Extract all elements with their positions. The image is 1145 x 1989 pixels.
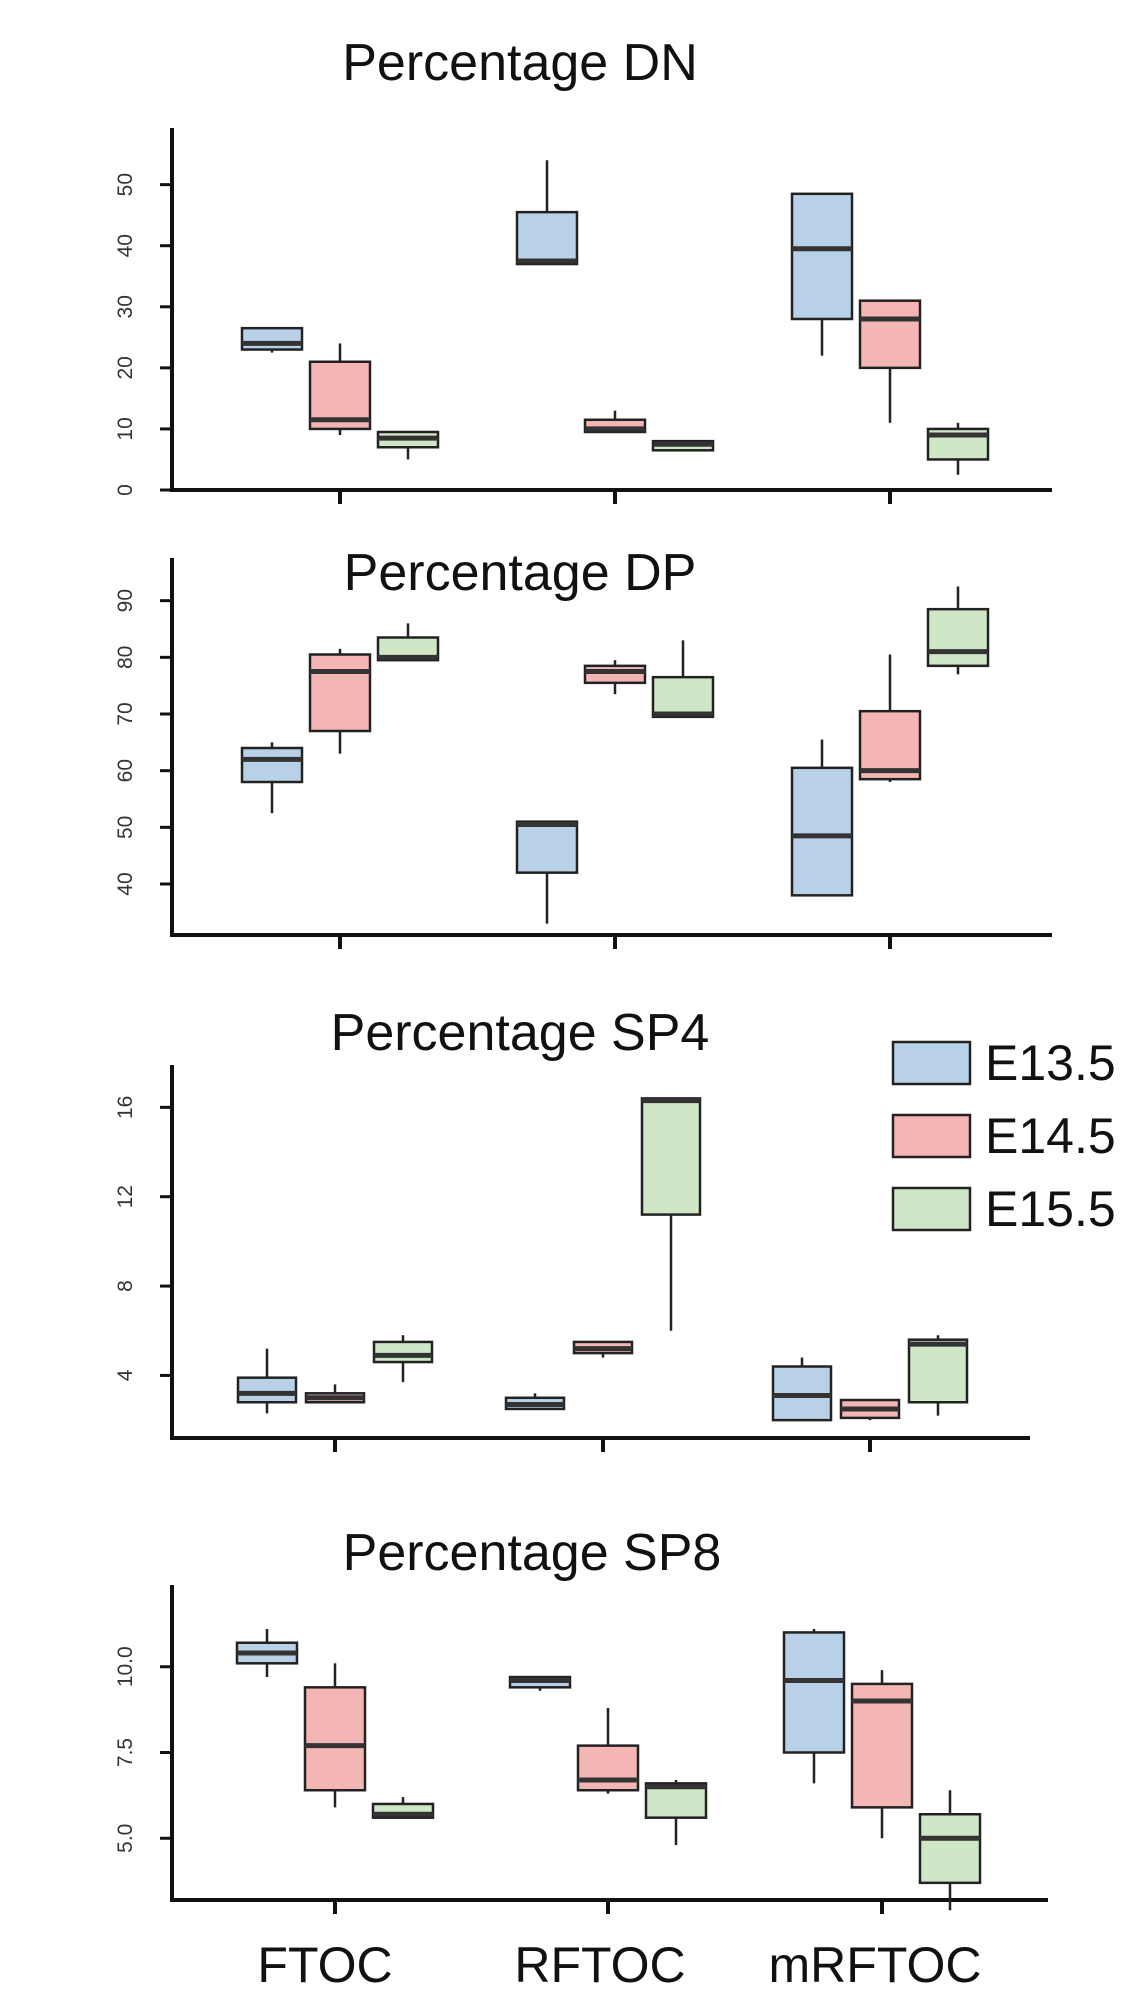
box-e13-5-rftoc	[515, 820, 579, 924]
box-e15-5-ftoc	[372, 1335, 434, 1383]
box-e13-5-mrftoc	[771, 1357, 833, 1422]
y-tick-label: 7.5	[114, 1738, 137, 1767]
box-body	[858, 299, 922, 370]
panel-title: Percentage DN	[342, 34, 698, 92]
legend-label-e13-5: E13.5	[985, 1035, 1116, 1091]
box-e14-5-ftoc	[304, 1384, 366, 1404]
y-tick-label: 40	[114, 872, 137, 895]
y-tick-label: 4	[114, 1369, 137, 1381]
box-e15-5-mrftoc	[918, 1790, 982, 1911]
box-body	[640, 1097, 702, 1216]
box-body	[790, 192, 854, 321]
panel-percentage-sp4: Percentage SP4 4 8 12 16	[114, 1004, 1030, 1452]
box-e14-5-ftoc	[303, 1663, 367, 1808]
y-tick-label: 10	[114, 417, 137, 440]
category-label-ftoc: FTOC	[257, 1937, 392, 1989]
box-e13-5-ftoc	[236, 1348, 298, 1414]
box-e15-5-rftoc	[651, 640, 715, 719]
box-e14-5-mrftoc	[858, 299, 922, 423]
y-tick-label: 90	[114, 589, 137, 612]
box-body	[372, 1340, 434, 1364]
box-body	[651, 675, 715, 719]
category-label-mrftoc: mRFTOC	[769, 1937, 982, 1989]
box-body	[236, 1376, 298, 1404]
legend-label-e15-5: E15.5	[985, 1181, 1116, 1237]
legend: E13.5 E14.5 E15.5	[891, 1035, 1116, 1237]
y-tick-label: 50	[114, 173, 137, 196]
panel-title: Percentage SP4	[331, 1004, 710, 1062]
box-e15-5-rftoc	[644, 1779, 708, 1846]
box-e13-5-ftoc	[235, 1629, 299, 1678]
y-tick-label: 10.0	[114, 1646, 137, 1687]
box-e15-5-rftoc	[640, 1097, 702, 1331]
box-e14-5-rftoc	[583, 410, 647, 434]
box-body	[850, 1682, 914, 1809]
box-body	[376, 636, 440, 662]
box-e15-5-ftoc	[376, 623, 440, 662]
panel-percentage-dn: Percentage DN 0 10 20 30 40 50	[114, 34, 1052, 504]
box-e14-5-mrftoc	[850, 1670, 914, 1839]
legend-swatch-e14-5	[891, 1113, 972, 1159]
box-e13-5-rftoc	[508, 1675, 572, 1691]
y-tick-label: 30	[114, 295, 137, 318]
box-body	[515, 210, 579, 266]
box-body	[308, 653, 372, 733]
panel-percentage-sp8: Percentage SP8 5.0 7.5 10.0	[114, 1524, 1048, 1914]
box-body	[790, 766, 854, 897]
y-tick-label: 70	[114, 702, 137, 725]
y-tick-label: 40	[114, 234, 137, 257]
box-body	[782, 1631, 846, 1754]
box-e15-5-ftoc	[376, 430, 440, 460]
box-body	[918, 1812, 982, 1885]
y-tick-label: 16	[114, 1096, 137, 1119]
box-e13-5-ftoc	[240, 742, 304, 814]
y-tick-label: 12	[114, 1185, 137, 1208]
y-tick-label: 20	[114, 356, 137, 379]
y-tick-label: 80	[114, 646, 137, 669]
box-e14-5-rftoc	[576, 1707, 640, 1794]
box-e15-5-rftoc	[651, 439, 715, 452]
y-tick-label: 60	[114, 759, 137, 782]
panel-percentage-dp: Percentage DP 40 50 60 70 80 90	[114, 544, 1052, 949]
box-e13-5-ftoc	[240, 326, 304, 353]
y-tick-label: 0	[114, 484, 137, 496]
legend-label-e14-5: E14.5	[985, 1108, 1116, 1164]
y-tick-label: 8	[114, 1280, 137, 1292]
y-tick-label: 50	[114, 816, 137, 839]
box-body	[240, 746, 304, 784]
panels: Percentage DN 0 10 20 30 40 50 Percentage DP 40 5…	[114, 34, 1052, 1914]
box-e13-5-mrftoc	[790, 739, 854, 897]
category-label-rftoc: RFTOC	[514, 1937, 685, 1989]
panel-title: Percentage SP8	[343, 1524, 722, 1582]
box-e13-5-mrftoc	[782, 1629, 846, 1784]
box-e13-5-rftoc	[504, 1393, 566, 1411]
box-body	[576, 1744, 640, 1792]
panel-title: Percentage DP	[344, 544, 697, 602]
box-e13-5-mrftoc	[790, 192, 854, 356]
legend-swatch-e15-5	[891, 1186, 972, 1232]
box-e15-5-ftoc	[371, 1797, 435, 1819]
y-tick-label: 5.0	[114, 1824, 137, 1853]
box-e14-5-rftoc	[583, 660, 647, 695]
box-body	[303, 1686, 367, 1792]
category-labels: FTOC RFTOC mRFTOC	[257, 1937, 981, 1989]
box-e15-5-mrftoc	[926, 422, 990, 475]
box-e14-5-rftoc	[572, 1340, 634, 1358]
box-e14-5-ftoc	[308, 343, 372, 436]
box-body	[515, 820, 579, 874]
box-e14-5-mrftoc	[839, 1398, 901, 1421]
box-e14-5-mrftoc	[858, 654, 922, 782]
box-body	[926, 607, 990, 668]
box-e14-5-ftoc	[308, 648, 372, 754]
box-body	[583, 664, 647, 685]
box-body	[858, 709, 922, 781]
box-e15-5-mrftoc	[907, 1335, 969, 1416]
legend-swatch-e13-5	[891, 1040, 972, 1086]
box-e13-5-rftoc	[515, 160, 579, 266]
box-e15-5-mrftoc	[926, 586, 990, 675]
box-body	[240, 326, 304, 351]
box-body	[907, 1338, 969, 1404]
